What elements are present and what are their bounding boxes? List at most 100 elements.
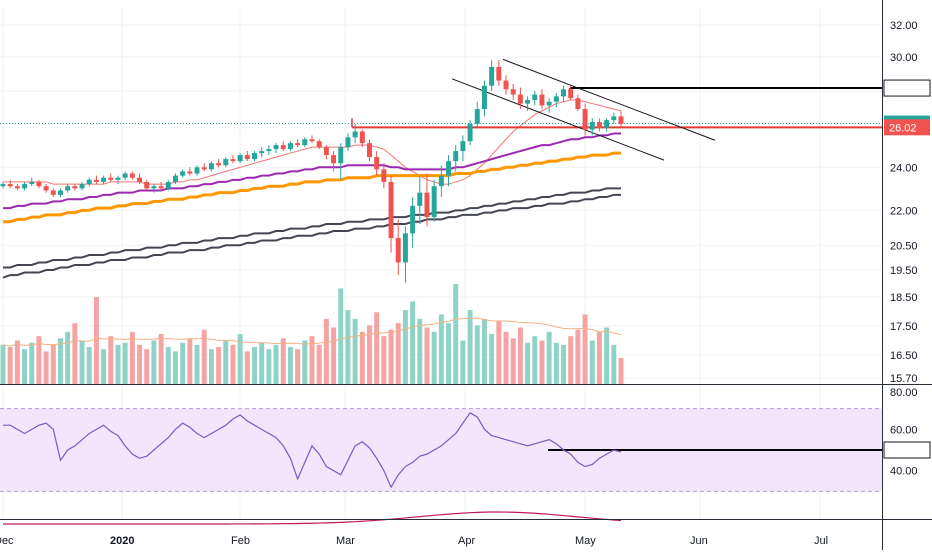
price-tick-label: 18.50 [890, 292, 918, 304]
volume-bar [374, 312, 380, 384]
candle-body [237, 155, 243, 162]
candle-body [144, 181, 150, 189]
candle-body [14, 186, 20, 189]
candle-body [273, 145, 279, 150]
volume-bar [79, 340, 85, 384]
candle-body [93, 179, 99, 182]
candle-body [180, 171, 186, 176]
volume-bar [481, 318, 487, 384]
volume-bar [446, 323, 452, 384]
volume-bar [604, 327, 610, 384]
volume-bar [517, 327, 523, 384]
candle-body [194, 167, 200, 174]
price-tick-label: 30.00 [890, 52, 918, 64]
candle-body [266, 149, 272, 152]
volume-bar [395, 323, 401, 384]
volume-bar [295, 349, 301, 384]
volume-bar [108, 336, 114, 384]
rsi-tick-label: 40.00 [890, 466, 918, 478]
candle-body [244, 155, 250, 160]
price-badge-bg [883, 79, 931, 97]
candle-body [122, 173, 128, 178]
volume-bar [22, 349, 28, 384]
candle-body [201, 167, 207, 170]
candles [0, 60, 624, 283]
price-tick-label: 19.50 [890, 265, 918, 277]
candle-body [381, 169, 387, 182]
candle-body [489, 66, 495, 86]
volume-bar [316, 344, 322, 384]
candle-body [596, 122, 602, 128]
volume-bar [216, 347, 222, 384]
volume-bar [180, 342, 186, 384]
volume-bar [489, 334, 495, 384]
candle-body [467, 123, 473, 142]
volume-bar [352, 318, 358, 384]
candle-body [431, 186, 437, 218]
volume-bar [575, 329, 581, 384]
volume-bars [0, 284, 624, 384]
long-term-trend-line [2, 193, 621, 279]
volume-bar [323, 318, 329, 384]
candle-body [446, 161, 452, 176]
volume-bar [460, 340, 466, 384]
volume-bar [129, 331, 135, 384]
volume-bar [496, 320, 502, 384]
volume-bar [287, 347, 293, 384]
candle-body [517, 94, 523, 104]
candle-body [359, 131, 365, 144]
candle-body [58, 190, 63, 195]
candle-body [568, 89, 574, 99]
rsi-tick-label: 80.00 [890, 387, 918, 399]
volume-bar [546, 331, 552, 384]
candle-body [280, 145, 286, 150]
volume-bar [230, 344, 236, 384]
volume-bar [194, 344, 200, 384]
candle-body [395, 238, 401, 263]
volume-bar [402, 310, 408, 384]
volume-bar [525, 342, 531, 384]
candle-body [151, 186, 157, 189]
volume-bar [388, 329, 394, 384]
volume-bar [381, 336, 387, 384]
candle-body [352, 131, 358, 138]
candle-body [424, 192, 430, 218]
candle-body [604, 120, 610, 128]
candle-body [295, 143, 301, 146]
volume-bar [596, 331, 602, 384]
candle-body [65, 186, 71, 191]
candle-body [72, 186, 78, 189]
candle-body [417, 192, 423, 206]
volume-bar [561, 344, 566, 384]
price-tick-label: 20.50 [890, 240, 918, 252]
candle-body [618, 116, 624, 124]
candle-body [115, 177, 121, 180]
time-axis-label: 2020 [110, 535, 134, 547]
volume-bar [172, 351, 178, 384]
volume-bar [431, 331, 437, 384]
bottom-indicator-line [3, 511, 622, 525]
candle-body [79, 184, 85, 189]
volume-bar [43, 351, 49, 384]
volume-bar [345, 310, 351, 384]
candle-body [561, 89, 566, 97]
rsi-line [3, 412, 622, 525]
candle-body [216, 163, 222, 166]
rsi-line [3, 412, 622, 489]
volume-bar [259, 342, 265, 384]
volume-bar [165, 347, 171, 384]
candle-body [345, 137, 351, 148]
volume-bar [503, 331, 509, 384]
volume-bar [510, 338, 516, 384]
time-axis-label: Jul [814, 535, 828, 547]
candle-body [481, 85, 487, 110]
price-tick-label: 24.00 [890, 162, 918, 174]
volume-bar [72, 323, 78, 384]
candle-body [252, 153, 257, 160]
price-tick-label: 17.50 [890, 321, 918, 333]
candle-body [553, 96, 559, 102]
time-axis-label: May [575, 535, 596, 547]
candle-body [29, 181, 35, 185]
